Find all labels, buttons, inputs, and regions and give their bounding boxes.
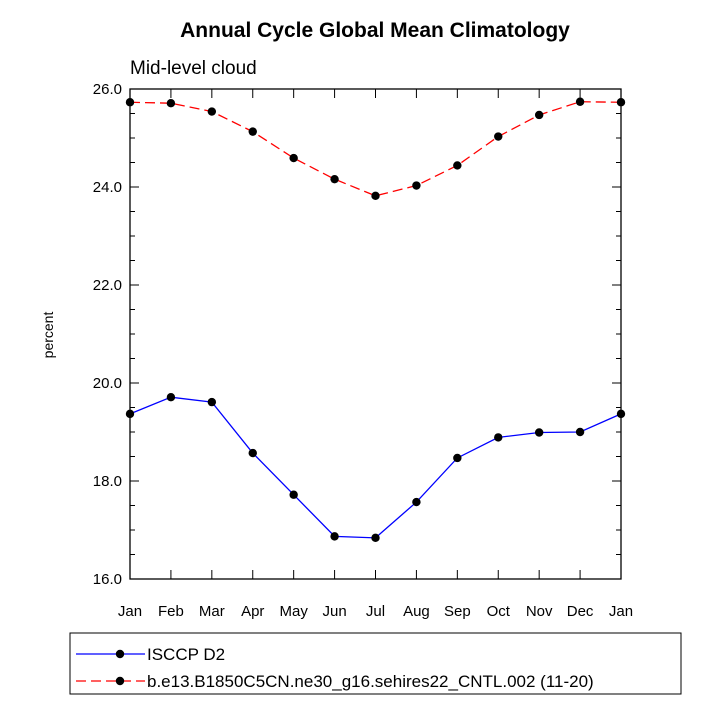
data-point bbox=[412, 497, 421, 507]
data-point bbox=[494, 132, 503, 141]
data-point bbox=[453, 453, 462, 463]
series-line bbox=[129, 101, 622, 197]
x-tick-label: May bbox=[279, 603, 308, 620]
legend-swatch-marker bbox=[115, 649, 125, 659]
chart-title: Annual Cycle Global Mean Climatology bbox=[180, 19, 570, 42]
legend-swatch-marker bbox=[115, 676, 125, 686]
data-point bbox=[207, 397, 217, 407]
x-tick-label: Dec bbox=[567, 603, 594, 620]
data-point bbox=[494, 433, 503, 442]
legend-box bbox=[69, 632, 682, 695]
x-tick-label: Aug bbox=[403, 603, 430, 620]
x-tick-label: Mar bbox=[199, 603, 225, 620]
legend-label: b.e13.B1850C5CN.ne30_g16.sehires22_CNTL.… bbox=[147, 672, 594, 691]
y-tick-label: 18.0 bbox=[93, 473, 122, 490]
plot-frame bbox=[129, 88, 622, 580]
data-point bbox=[575, 427, 585, 437]
chart-subtitle: Mid-level cloud bbox=[130, 58, 257, 79]
legend-entry-2: b.e13.B1850C5CN.ne30_g16.sehires22_CNTL.… bbox=[76, 672, 594, 691]
x-tick-labels: Jan Feb Mar Apr May Jun Jul Aug Sep Oct Nov Dec Jan bbox=[118, 603, 633, 620]
y-tick-label: 26.0 bbox=[93, 81, 122, 98]
x-tick-label: Oct bbox=[487, 603, 511, 620]
x-tick-label: Nov bbox=[526, 603, 553, 620]
data-point bbox=[371, 191, 380, 201]
x-tick-label: Jul bbox=[366, 603, 385, 620]
x-tick-label: Jun bbox=[322, 603, 346, 620]
data-point bbox=[207, 107, 217, 116]
y-tick-labels: 16.0 18.0 20.0 22.0 24.0 26.0 bbox=[93, 81, 122, 588]
x-tick-label: Apr bbox=[241, 603, 264, 620]
data-point bbox=[371, 533, 380, 543]
data-point bbox=[166, 393, 176, 402]
data-point bbox=[166, 99, 176, 108]
data-point bbox=[412, 181, 421, 190]
legend-entries: ISCCP D2 b.e13.B1850C5CN.ne30_g16.sehires… bbox=[76, 645, 594, 691]
legend-label: ISCCP D2 bbox=[147, 645, 225, 664]
series-layer bbox=[125, 97, 626, 543]
data-point bbox=[453, 161, 462, 170]
data-point bbox=[248, 127, 257, 136]
series-line bbox=[129, 396, 622, 539]
data-point bbox=[534, 428, 544, 437]
data-point bbox=[534, 110, 544, 120]
data-point bbox=[330, 174, 339, 184]
legend: ISCCP D2 b.e13.B1850C5CN.ne30_g16.sehires… bbox=[69, 632, 682, 695]
data-point bbox=[248, 448, 257, 458]
y-tick-label: 22.0 bbox=[93, 277, 122, 294]
series-1 bbox=[125, 393, 626, 543]
data-point bbox=[575, 97, 585, 106]
y-tick-label: 24.0 bbox=[93, 179, 122, 196]
data-point bbox=[330, 532, 339, 541]
x-tick-label: Sep bbox=[444, 603, 471, 620]
y-axis-label: percent bbox=[40, 312, 56, 359]
legend-entry-1: ISCCP D2 bbox=[76, 645, 225, 664]
data-point bbox=[289, 490, 298, 499]
x-tick-label: Jan bbox=[118, 603, 142, 620]
y-tick-label: 16.0 bbox=[93, 571, 122, 588]
x-tick-label: Feb bbox=[158, 603, 184, 620]
series-2 bbox=[125, 97, 626, 201]
y-tick-label: 20.0 bbox=[93, 375, 122, 392]
x-tick-label: Jan bbox=[609, 603, 633, 620]
data-point bbox=[289, 153, 298, 163]
axis-ticks bbox=[129, 88, 622, 580]
